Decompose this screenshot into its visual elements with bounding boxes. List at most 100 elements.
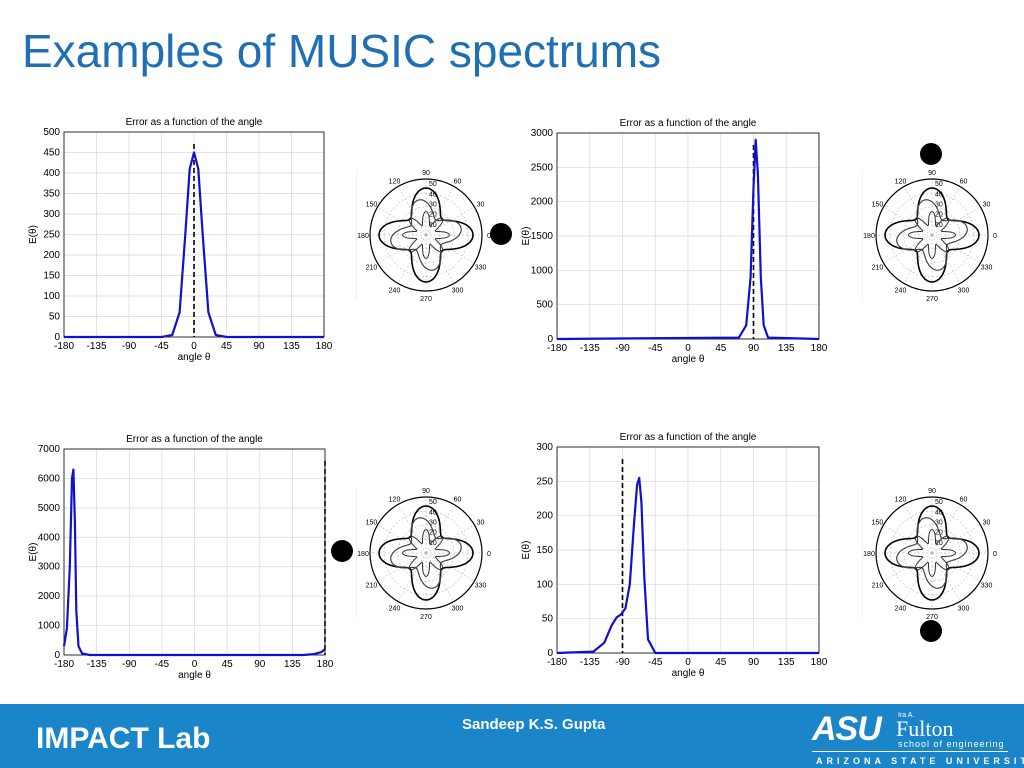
polar-plot-3: 0 30 60 90 120 150 180 210 240 270 300 330 10 20 30 40 5… — [356, 488, 491, 621]
polar-radius-label: 20 — [935, 530, 943, 537]
x-tick-label: 180 — [811, 657, 828, 668]
polar-radius-label: 20 — [935, 212, 943, 219]
logo-asu-text: ASU — [812, 710, 882, 748]
logo-university-text: ARIZONA STATE UNIVERSITY — [816, 756, 1024, 766]
polar-angle-label: 150 — [366, 202, 378, 209]
polar-radius-label: 30 — [429, 201, 437, 208]
y-tick-label: 200 — [536, 511, 553, 522]
chart-title: Error as a function of the angle — [620, 432, 757, 443]
lab-name: IMPACT Lab — [36, 722, 211, 755]
y-tick-label: 0 — [547, 334, 553, 345]
polar-radius-label: 50 — [935, 499, 943, 506]
x-tick-label: -135 — [580, 657, 600, 668]
polar-angle-label: 330 — [981, 265, 993, 272]
polar-angle-label: 120 — [895, 496, 907, 503]
polar-angle-label: 90 — [422, 170, 430, 177]
x-tick-label: 180 — [317, 659, 334, 670]
spectrum-line — [64, 151, 324, 339]
polar-angle-label: 90 — [928, 170, 936, 177]
chart-1: -180 -135 -90 -45 0 45 90 135 180 0 50 100 150 200 250… — [28, 117, 333, 363]
y-axis-label: E(θ) — [521, 541, 532, 560]
y-tick-label: 6000 — [38, 473, 61, 484]
x-tick-label: -45 — [648, 657, 663, 668]
marker-dot-4 — [920, 620, 942, 642]
y-tick-label: 7000 — [38, 444, 61, 455]
y-tick-label: 100 — [536, 579, 553, 590]
polar-curve — [401, 210, 451, 260]
x-tick-label: 90 — [748, 657, 760, 668]
y-tick-label: 350 — [43, 189, 60, 200]
x-tick-label: 45 — [715, 343, 727, 354]
marker-dot-2 — [920, 143, 942, 165]
y-tick-label: 300 — [536, 442, 553, 453]
polar-curve — [907, 210, 957, 260]
x-axis-label: angle θ — [672, 354, 705, 365]
x-tick-label: -90 — [122, 659, 137, 670]
y-tick-label: 2000 — [531, 197, 554, 208]
y-tick-label: 0 — [54, 332, 60, 343]
polar-angle-label: 240 — [389, 288, 401, 295]
polar-radius-label: 10 — [429, 222, 437, 229]
chart-title: Error as a function of the angle — [126, 117, 263, 128]
x-tick-label: 45 — [221, 341, 233, 352]
polar-radius-label: 50 — [935, 181, 943, 188]
y-tick-label: 100 — [43, 291, 60, 302]
spectrum-line — [62, 468, 326, 657]
y-tick-label: 50 — [49, 312, 61, 323]
polar-angle-label: 0 — [487, 233, 491, 240]
x-tick-label: 0 — [192, 659, 198, 670]
polar-angle-label: 60 — [960, 496, 968, 503]
polar-radius-label: 30 — [935, 201, 943, 208]
x-tick-label: 135 — [284, 659, 301, 670]
x-tick-label: 90 — [253, 341, 265, 352]
polar-angle-label: 120 — [389, 178, 401, 185]
polar-angle-label: 60 — [454, 178, 462, 185]
polar-radius-label: 30 — [429, 519, 437, 526]
x-tick-label: -135 — [580, 343, 600, 354]
y-tick-label: 250 — [536, 476, 553, 487]
polar-angle-label: 210 — [366, 265, 378, 272]
polar-angle-label: 270 — [420, 614, 432, 621]
polar-curve — [390, 517, 462, 589]
polar-angle-label: 210 — [366, 583, 378, 590]
x-tick-label: -135 — [86, 341, 106, 352]
x-tick-label: 0 — [685, 657, 691, 668]
x-tick-label: 45 — [222, 659, 234, 670]
x-axis-label: angle θ — [178, 352, 211, 363]
polar-radius-label: 10 — [429, 540, 437, 547]
x-tick-label: -180 — [547, 343, 567, 354]
polar-angle-label: 0 — [487, 551, 491, 558]
y-tick-label: 3000 — [38, 562, 61, 573]
polar-angle-label: 30 — [983, 520, 991, 527]
y-tick-label: 0 — [54, 650, 60, 661]
x-tick-label: 90 — [748, 343, 760, 354]
x-tick-label: -180 — [547, 657, 567, 668]
chart-title: Error as a function of the angle — [126, 434, 263, 445]
y-tick-label: 50 — [542, 614, 554, 625]
logo-divider — [812, 751, 1008, 752]
x-tick-label: -180 — [54, 341, 74, 352]
y-tick-label: 450 — [43, 148, 60, 159]
y-tick-label: 150 — [536, 545, 553, 556]
polar-angle-label: 240 — [389, 606, 401, 613]
polar-angle-label: 120 — [895, 178, 907, 185]
x-tick-label: -45 — [154, 341, 169, 352]
polar-angle-label: 330 — [475, 265, 487, 272]
x-tick-label: 180 — [316, 341, 333, 352]
polar-angle-label: 150 — [872, 202, 884, 209]
author-name: Sandeep K.S. Gupta — [462, 716, 606, 733]
polar-radius-label: 40 — [935, 509, 943, 516]
x-tick-label: -45 — [155, 659, 170, 670]
polar-radius-label: 40 — [429, 191, 437, 198]
polar-plot-2: 0 30 60 90 120 150 180 210 240 270 300 330 10 20 30 40 5… — [862, 170, 997, 303]
x-tick-label: -90 — [122, 341, 137, 352]
x-axis-label: angle θ — [672, 668, 705, 679]
polar-radius-label: 10 — [935, 540, 943, 547]
polar-angle-label: 240 — [895, 288, 907, 295]
y-tick-label: 5000 — [38, 503, 61, 514]
polar-angle-label: 240 — [895, 606, 907, 613]
polar-radius-label: 50 — [429, 181, 437, 188]
polar-curve — [896, 199, 968, 271]
chart-title: Error as a function of the angle — [620, 118, 757, 129]
polar-curve — [896, 517, 968, 589]
